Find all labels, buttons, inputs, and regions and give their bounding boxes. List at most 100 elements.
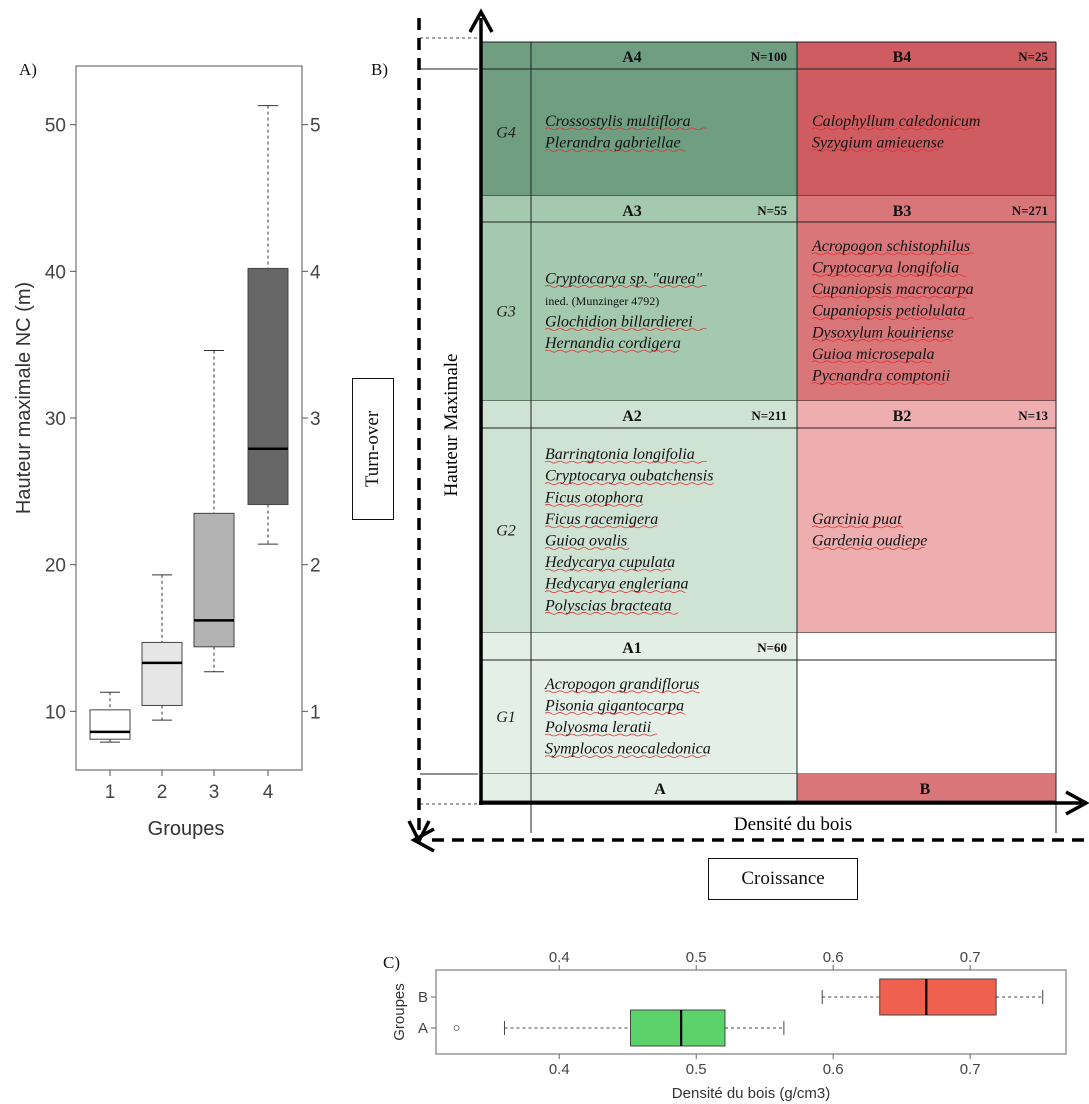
cell-A3 xyxy=(531,196,797,401)
cell-header-A4: A4 xyxy=(622,49,642,66)
y-tick-label-right: 20 xyxy=(310,556,320,577)
species-name: Cupaniopsis petiolulata xyxy=(812,303,965,320)
cell-header-B2: B2 xyxy=(893,408,912,425)
species-name: Crossostylis multiflora xyxy=(545,113,691,130)
species-name: Glochidion billardierei xyxy=(545,314,693,331)
species-name: Pisonia gigantocarpa xyxy=(544,697,684,714)
y-tick-label-right: 50 xyxy=(310,116,320,137)
spellcheck-underline xyxy=(545,734,755,736)
species-name: Polyscias bracteata xyxy=(544,597,672,614)
spellcheck-underline xyxy=(545,285,755,287)
group-label-G2: G2 xyxy=(496,523,516,540)
spellcheck-underline xyxy=(812,383,1022,385)
y-tick-label-left: 20 xyxy=(45,556,66,577)
x-tick-label: 2 xyxy=(157,782,168,803)
y-tick-label-right: 40 xyxy=(310,262,320,283)
y-tick-label-left: 50 xyxy=(45,116,66,137)
species-name: Barringtonia longifolia xyxy=(545,446,695,463)
species-name: Guioa ovalis xyxy=(545,533,627,550)
outlier-point xyxy=(453,1025,460,1031)
species-name: Cryptocarya oubatchensis xyxy=(545,468,713,485)
species-name: Cryptocarya longifolia xyxy=(812,260,959,277)
species-name: Plerandra gabriellae xyxy=(544,135,681,152)
footer-col-B xyxy=(797,774,1056,801)
x-tick-label-bottom: 0.6 xyxy=(823,1061,844,1078)
species-name: Acropogon schistophilus xyxy=(811,238,970,255)
species-note: ined. (Munzinger 4792) xyxy=(545,294,659,308)
box-group-B xyxy=(879,978,997,1016)
cell-count-B3: N=271 xyxy=(1012,203,1048,218)
plot-frame xyxy=(435,969,1067,1055)
x-axis-dashed-arrow xyxy=(410,827,435,853)
spellcheck-underline xyxy=(545,128,755,130)
cell-B4 xyxy=(797,42,1056,196)
y-tick-label-right: 30 xyxy=(310,409,320,430)
x-tick-label-bottom: 0.5 xyxy=(686,1061,707,1078)
spellcheck-underline xyxy=(545,329,755,331)
spellcheck-underline xyxy=(545,591,755,593)
y-axis-title: Groupes xyxy=(391,983,408,1041)
species-name: Cryptocarya sp. "aurea" xyxy=(545,270,703,287)
spellcheck-underline xyxy=(545,150,755,152)
cell-count-B2: N=13 xyxy=(1018,408,1048,423)
species-name: Syzygium amieuense xyxy=(812,135,944,152)
x-tick-label: 1 xyxy=(105,782,116,803)
group-label-G3: G3 xyxy=(496,304,516,321)
x-axis-title: Groupes xyxy=(148,818,225,840)
species-name: Guioa microsepala xyxy=(812,346,935,363)
x-axis-title: Densité du bois (g/cm3) xyxy=(672,1085,830,1102)
x-tick-label: 4 xyxy=(263,782,274,803)
box-group-4 xyxy=(247,267,289,506)
cell-header-A1: A1 xyxy=(622,640,642,657)
panel-b-letter: B) xyxy=(371,60,388,79)
species-name: Hedycarya engleriana xyxy=(544,576,689,593)
y-tick-label-right: 10 xyxy=(310,702,320,723)
species-name: Symplocos neocaledonica xyxy=(545,741,711,758)
cell-B3 xyxy=(797,196,1056,401)
turnover-label: Turn-over xyxy=(362,410,384,488)
spellcheck-underline xyxy=(812,150,1022,152)
box-group-A xyxy=(629,1009,726,1047)
x-axis-arrow xyxy=(1065,790,1089,816)
panel-a-boxplot: 10 10 20 20 30 30 40 40 50 50 1 2 3 4 Groupes Hauteur m… xyxy=(13,65,320,840)
group-column-G4 xyxy=(481,42,531,196)
spellcheck-underline xyxy=(545,483,755,485)
cell-A4 xyxy=(531,42,797,196)
species-name: Dysoxylum kouiriense xyxy=(811,324,954,341)
spellcheck-underline xyxy=(812,361,1022,363)
spellcheck-underline xyxy=(545,461,755,463)
x-tick-label-bottom: 0.7 xyxy=(960,1061,981,1078)
spellcheck-underline xyxy=(545,756,755,758)
y-tick-label-left: 40 xyxy=(45,262,66,283)
cell-count-A2: N=211 xyxy=(751,408,787,423)
group-label-G1: G1 xyxy=(496,709,516,726)
spellcheck-underline xyxy=(812,318,1022,320)
group-column-G2 xyxy=(481,401,531,633)
spellcheck-underline xyxy=(812,548,1022,550)
cell-B2 xyxy=(797,401,1056,633)
footer-col-A xyxy=(531,774,797,801)
species-name: Pycnandra comptonii xyxy=(811,368,950,385)
y-axis-label: Hauteur Maximale xyxy=(441,354,462,497)
species-name: Ficus racemigera xyxy=(544,511,658,528)
box-group-2 xyxy=(141,641,183,706)
spellcheck-underline xyxy=(545,691,755,693)
spellcheck-underline xyxy=(545,612,755,614)
x-tick-label-top: 0.6 xyxy=(823,949,844,966)
species-name: Polyosma leratii xyxy=(544,719,651,736)
species-name: Garcinia puat xyxy=(812,511,902,528)
species-name: Hernandia cordigera xyxy=(544,335,681,352)
y-axis-title: Hauteur maximale NC (m) xyxy=(13,282,35,514)
cell-header-B4: B4 xyxy=(893,49,912,66)
panel-c-letter: C) xyxy=(383,953,400,972)
cell-empty-b xyxy=(797,633,1056,774)
spellcheck-underline xyxy=(812,526,1022,528)
cell-A1 xyxy=(531,633,797,774)
panel-b-matrix: A4 N=100 B4 N=25 G4 Crossostylis multiflora Pl… xyxy=(407,8,1089,853)
x-tick-label-top: 0.7 xyxy=(960,949,981,966)
turnover-label-box: Turn-over xyxy=(352,378,394,520)
box-group-3 xyxy=(193,512,235,648)
group-label-G4: G4 xyxy=(496,125,516,142)
y-tick-label: B xyxy=(418,989,428,1006)
cell-header-B3: B3 xyxy=(893,203,912,220)
